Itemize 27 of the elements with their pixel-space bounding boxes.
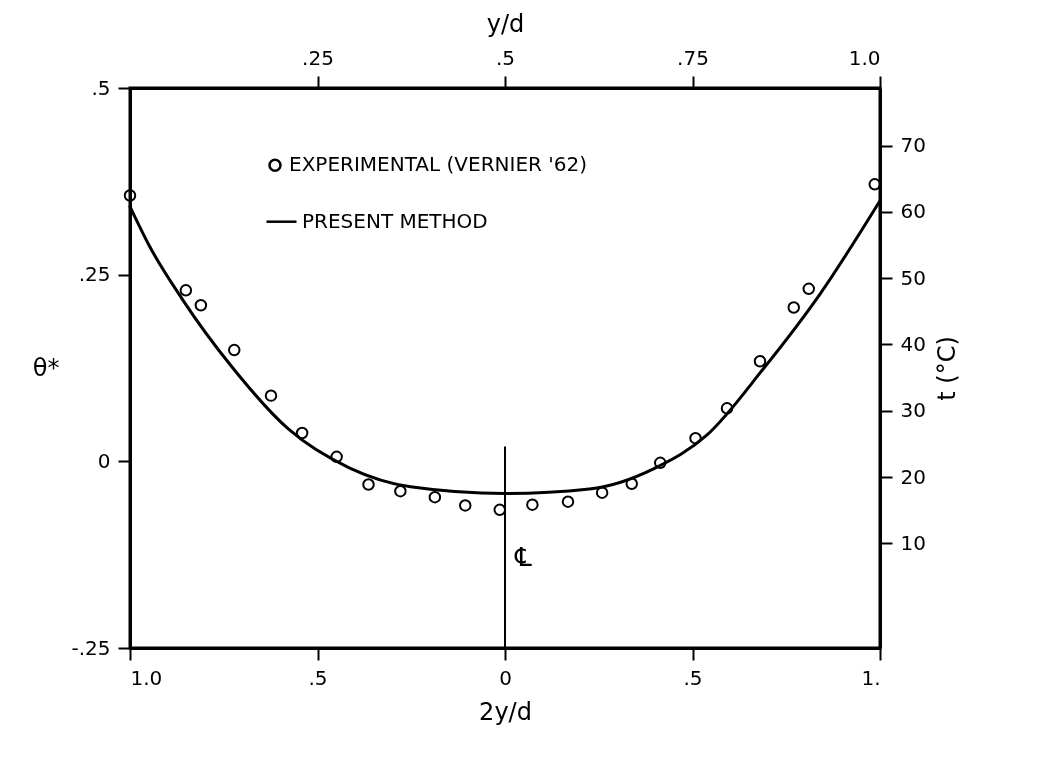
x-axis-title: 2y/d: [479, 697, 532, 726]
y-tick-label: .5: [91, 75, 111, 100]
y2-tick-label: 20: [900, 464, 926, 489]
x2-tick-label: .75: [677, 45, 709, 70]
y-axis-title: θ*: [32, 353, 60, 382]
legend-label: EXPERIMENTAL (VERNIER '62): [289, 152, 588, 177]
x2-tick-label: 1.0: [848, 45, 881, 70]
y-tick-label: -.25: [71, 635, 111, 660]
legend-label: PRESENT METHOD: [302, 208, 488, 233]
x2-tick-label: .25: [302, 45, 334, 70]
x-tick-label: 1.0: [130, 665, 163, 690]
y2-axis-title: t (°C): [932, 336, 961, 401]
y2-tick-label: 40: [900, 331, 926, 356]
y2-tick-label: 30: [900, 398, 926, 423]
y2-tick-label: 60: [900, 199, 926, 224]
x-tick-label: 0: [499, 665, 512, 690]
x-tick-label: 1.: [861, 665, 881, 690]
y2-tick-label: 50: [900, 265, 926, 290]
x2-tick-label: .5: [495, 45, 516, 70]
y-tick-label: .25: [78, 262, 111, 287]
y-tick-label: 0: [97, 448, 111, 473]
y2-tick-label: 70: [900, 133, 926, 158]
ref-line-label: ℄: [514, 542, 532, 573]
y2-tick-label: 10: [900, 530, 926, 555]
x-tick-label: .5: [308, 665, 328, 690]
x2-axis-title: y/d: [486, 9, 525, 38]
x-tick-label: .5: [683, 665, 703, 690]
